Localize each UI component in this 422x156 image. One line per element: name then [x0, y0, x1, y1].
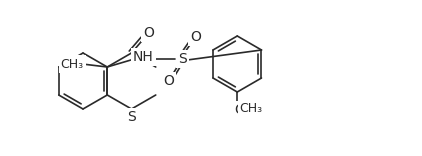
Text: S: S [127, 110, 136, 124]
Text: S: S [178, 52, 187, 66]
Text: CH₃: CH₃ [240, 102, 263, 115]
Text: O: O [234, 103, 245, 117]
Text: O: O [143, 26, 154, 40]
Text: NH: NH [133, 50, 154, 64]
Text: CH₃: CH₃ [61, 58, 84, 71]
Text: O: O [190, 30, 201, 44]
Text: O: O [163, 74, 174, 88]
